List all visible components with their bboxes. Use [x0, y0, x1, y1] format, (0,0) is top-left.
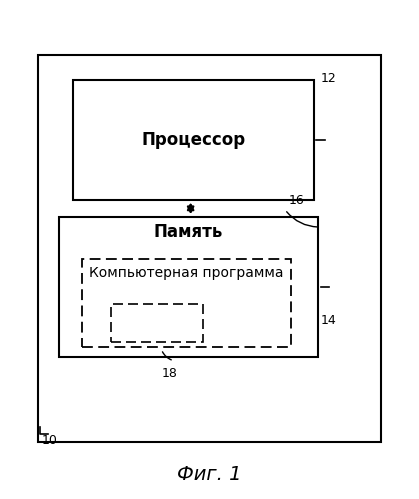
Text: Фиг. 1: Фиг. 1 — [177, 465, 242, 484]
Bar — [59, 217, 318, 357]
Text: Компьютерная программа: Компьютерная программа — [89, 266, 284, 280]
Text: Процессор: Процессор — [142, 131, 246, 149]
Text: Память: Память — [154, 223, 223, 241]
Bar — [73, 80, 314, 200]
Text: 16: 16 — [289, 194, 305, 207]
Text: 18: 18 — [162, 367, 178, 380]
Text: 14: 14 — [321, 314, 336, 327]
Text: 12: 12 — [321, 72, 336, 85]
Bar — [111, 304, 203, 342]
Bar — [38, 55, 381, 442]
Bar — [82, 259, 291, 347]
Text: 10: 10 — [42, 434, 58, 447]
